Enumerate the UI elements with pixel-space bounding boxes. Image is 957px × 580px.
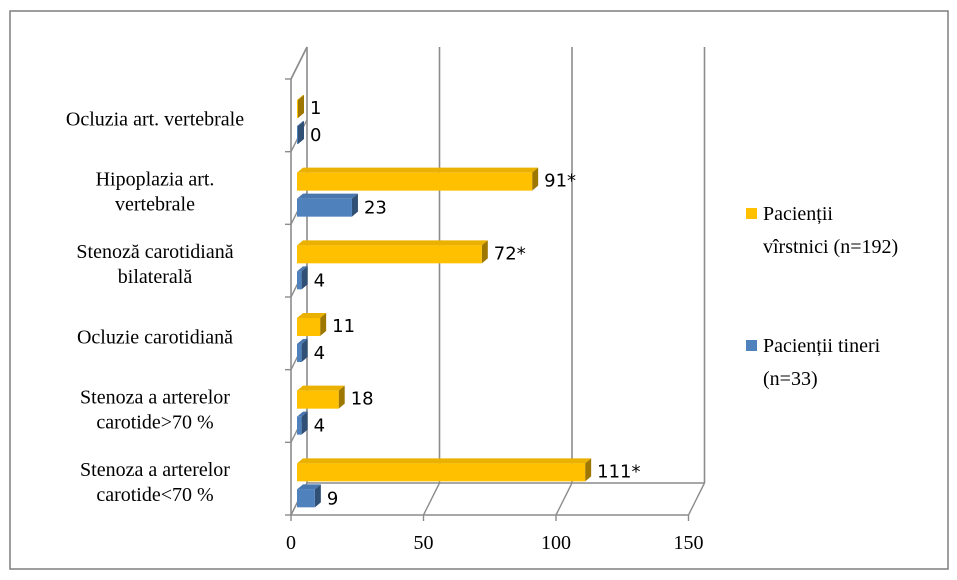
bar-older-1-top xyxy=(297,167,539,173)
bar-young-3-front xyxy=(297,344,302,362)
bar-young-1-top xyxy=(297,193,358,199)
legend: Pacienții vîrstnici (n=192) Pacienții tine… xyxy=(746,203,898,390)
x-tick-label: 0 xyxy=(286,532,296,554)
data-label-young: 4 xyxy=(314,416,325,437)
bar-young-0-top xyxy=(297,121,304,126)
bar-young-5 xyxy=(297,484,321,508)
bar-older-1-front xyxy=(297,172,533,191)
legend-label: Pacienții vîrstnici (n=192) xyxy=(763,203,898,258)
bar-older-4-top xyxy=(297,385,345,391)
data-label-young: 4 xyxy=(314,343,325,364)
data-label-young: 4 xyxy=(314,270,325,291)
bar-young-1-side xyxy=(351,193,358,217)
floor-gridline xyxy=(422,482,441,516)
bar-older-4-side xyxy=(338,385,345,409)
data-label-older: 18 xyxy=(351,389,374,410)
bar-older-3-front xyxy=(297,318,321,336)
floor-gridline xyxy=(555,482,573,516)
data-labels: 1 0 91* 23 72* 4 11 4 18 4 111* 9 xyxy=(310,98,641,509)
bar-older-0 xyxy=(297,95,304,118)
bar-young-2-side xyxy=(301,266,308,290)
legend-item: Pacienții vîrstnici (n=192) xyxy=(746,203,898,258)
bar-young-0 xyxy=(297,121,304,144)
bar-older-5-front xyxy=(297,463,586,482)
x-tick-labels: 0 50 100 150 xyxy=(286,532,704,554)
data-label-older: 72* xyxy=(494,243,526,264)
category-labels: Ocluzia art. vertebrale Hipoplazia art. ve… xyxy=(66,108,244,506)
category-label: Ocluzia art. vertebrale xyxy=(66,108,244,130)
bar-young-2 xyxy=(297,266,308,290)
bar-older-3 xyxy=(297,313,327,336)
category-label: Stenoza a arterelor carotide<70 % xyxy=(80,459,230,506)
bar-older-0-side xyxy=(298,95,304,118)
legend-swatch xyxy=(746,340,757,351)
bar-older-0-front xyxy=(297,100,298,118)
category-tick xyxy=(290,46,308,80)
legend-item: Pacienții tineri (n=33) xyxy=(746,335,881,390)
bar-young-1 xyxy=(297,193,358,217)
bar-older-2 xyxy=(297,240,488,264)
bar-young-5-side xyxy=(314,484,321,508)
legend-swatch xyxy=(746,208,757,219)
bar-older-3-side xyxy=(320,313,327,336)
data-label-older: 111* xyxy=(597,461,640,482)
bar-older-1-side xyxy=(532,167,539,191)
category-label: Ocluzie carotidiană xyxy=(77,326,233,348)
bar-young-4-front xyxy=(297,416,302,435)
bar-young-0-front xyxy=(297,126,298,144)
bar-young-3-side xyxy=(301,339,308,362)
bar-young-2-front xyxy=(297,271,302,290)
bar-older-5 xyxy=(297,458,592,482)
category-label: Stenoza a arterelor carotide>70 % xyxy=(80,387,230,434)
bar-older-0-top xyxy=(297,95,304,100)
bar-young-3 xyxy=(297,339,308,362)
legend-label: Pacienții tineri (n=33) xyxy=(763,335,881,390)
bar-young-4-top xyxy=(297,411,308,417)
data-label-young: 9 xyxy=(327,488,338,509)
x-tick-label: 150 xyxy=(674,532,704,554)
bar-young-4-side xyxy=(301,411,308,435)
category-label: Hipoplazia art. vertebrale xyxy=(96,169,215,216)
category-label: Stenoză carotidiană bilaterală xyxy=(76,241,233,288)
data-label-older: 1 xyxy=(310,98,321,119)
bar-young-4 xyxy=(297,411,308,435)
bar-young-5-top xyxy=(297,484,321,490)
bar-older-5-side xyxy=(585,458,592,482)
bar-older-1 xyxy=(297,167,539,191)
bar-young-2-top xyxy=(297,266,308,272)
x-tick-label: 50 xyxy=(414,532,434,554)
bar-young-1-front xyxy=(297,198,352,217)
data-label-young: 0 xyxy=(310,125,321,146)
bars xyxy=(297,95,592,508)
data-label-older: 11 xyxy=(332,316,355,337)
bar-young-0-side xyxy=(298,121,304,144)
data-label-older: 91* xyxy=(544,171,576,192)
bar-older-2-front xyxy=(297,245,482,264)
bar-older-3-top xyxy=(297,313,327,318)
bar-older-2-top xyxy=(297,240,488,246)
bar-older-2-side xyxy=(481,240,488,264)
x-tick-label: 100 xyxy=(541,532,571,554)
bar-young-3-top xyxy=(297,339,308,344)
bar-older-4-front xyxy=(297,390,339,409)
bar-young-5-front xyxy=(297,489,315,508)
data-label-young: 23 xyxy=(364,198,387,219)
floor-gridline xyxy=(687,482,706,516)
bar-older-5-top xyxy=(297,458,592,464)
bar-older-4 xyxy=(297,385,345,409)
